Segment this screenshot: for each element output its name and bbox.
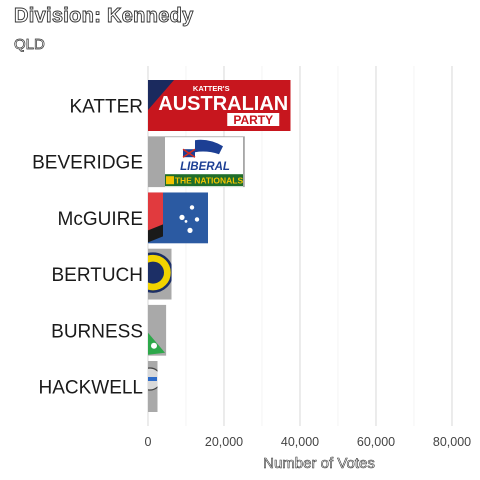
category-label: KATTER [69,97,143,118]
x-tick-label: 0 [145,435,152,449]
chart-title: Division: Kennedy [14,5,194,28]
category-label: HACKWELL [38,378,143,399]
category-label: McGUIRE [58,209,144,230]
party-logo-text: AUSTRALIAN [158,93,288,115]
bar-burness [148,304,167,356]
x-axis-title: Number of Votes [263,455,375,472]
x-tick-label: 40,000 [281,435,319,449]
star-icon [194,217,200,222]
category-label: BERTUCH [52,265,144,286]
star-icon [187,227,193,233]
star-icon [189,205,195,210]
bar-beveridge: LIBERAL THE NATIONALS [148,136,245,188]
party-logo-text: KATTER'S [193,84,230,93]
bar-bertuch [148,248,172,300]
category-label: BEVERIDGE [32,153,143,174]
greens-triangle-icon [148,332,165,355]
star-icon [184,220,188,223]
bar-mcguire [148,192,209,244]
x-tick-label: 60,000 [357,435,395,449]
party-logo-text: PARTY [233,113,273,127]
x-tick-labels: 0 20,000 40,000 60,000 80,000 [145,435,472,449]
bar-hackwell [148,361,158,412]
party-logo-text: THE NATIONALS [175,176,244,186]
x-tick-label: 80,000 [433,435,471,449]
category-label: BURNESS [51,321,143,342]
chart-subtitle: QLD [14,36,46,54]
star-icon [179,214,185,220]
category-labels: KATTER BEVERIDGE McGUIRE BERTUCH BURNESS HACK… [32,97,143,399]
x-tick-label: 20,000 [205,435,243,449]
party-logo-text: LIBERAL [180,161,230,173]
